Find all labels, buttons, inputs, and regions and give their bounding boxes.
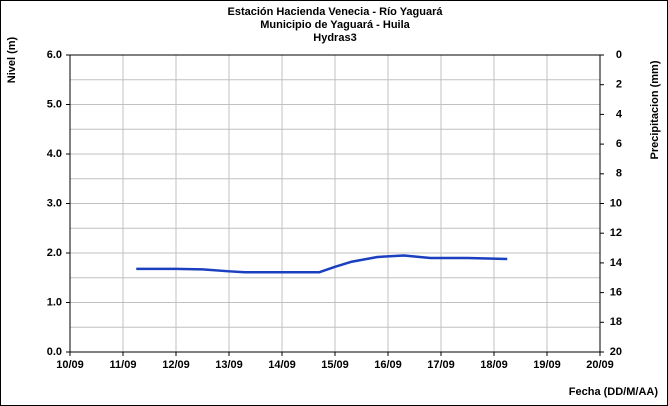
x-tick-label: 17/09 <box>427 359 455 371</box>
y-tick-label: 4.0 <box>47 148 62 160</box>
chart-subtitle: Municipio de Yaguará - Huila <box>260 19 410 31</box>
y2-tick-label: 0 <box>616 49 622 61</box>
plot-border <box>69 54 601 353</box>
y2-tick-label: 2 <box>616 79 622 91</box>
data-line <box>136 254 508 274</box>
station-code: Hydras3 <box>313 32 356 44</box>
y-tick-label: 3.0 <box>47 197 62 209</box>
x-tick-label: 15/09 <box>321 359 349 371</box>
x-axis-label: Fecha (DD/M/AA) <box>569 386 659 398</box>
y-tick-label: 1.0 <box>47 296 62 308</box>
y2-tick-label: 16 <box>610 287 622 299</box>
y-axis-label: Nivel (m) <box>6 36 18 83</box>
y2-tick-label: 20 <box>610 346 622 358</box>
y2-tick-label: 18 <box>610 316 622 328</box>
y2-tick-label: 4 <box>616 108 623 120</box>
y-tick-label: 6.0 <box>47 49 62 61</box>
x-tick-label: 10/09 <box>56 359 84 371</box>
x-tick-label: 19/09 <box>533 359 561 371</box>
y2-tick-label: 8 <box>616 168 622 180</box>
y-tick-label: 2.0 <box>47 247 62 259</box>
x-tick-label: 13/09 <box>215 359 243 371</box>
y2-tick-label: 14 <box>610 257 623 269</box>
y2-tick-label: 12 <box>610 227 622 239</box>
y2-tick-label: 6 <box>616 138 622 150</box>
y2-axis-label: Precipitacion (mm) <box>649 60 661 159</box>
x-tick-label: 16/09 <box>374 359 402 371</box>
x-tick-label: 18/09 <box>480 359 508 371</box>
chart-title: Estación Hacienda Venecia - Río Yaguará <box>228 6 444 18</box>
x-tick-label: 20/09 <box>586 359 614 371</box>
y-tick-label: 0.0 <box>47 346 62 358</box>
y-tick-label: 5.0 <box>47 98 62 110</box>
x-tick-label: 11/09 <box>110 359 137 371</box>
y2-tick-label: 10 <box>610 197 622 209</box>
x-tick-label: 14/09 <box>268 359 296 371</box>
x-tick-label: 12/09 <box>162 359 190 371</box>
